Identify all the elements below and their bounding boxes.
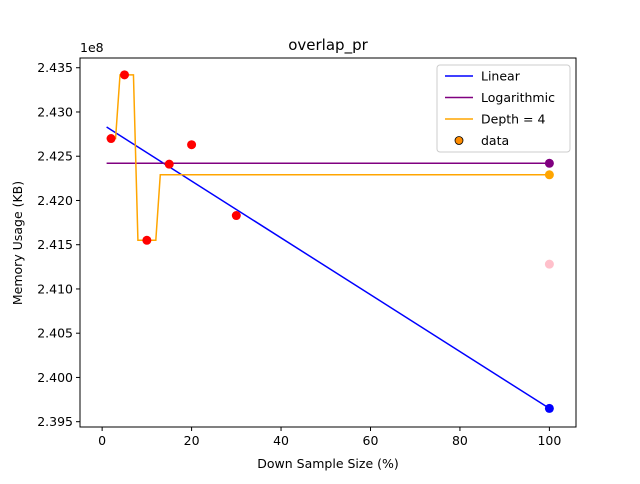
axes-frame [79,57,577,428]
legend-label: Depth = 4 [481,112,545,127]
data-point [164,159,174,169]
x-tick-label: 20 [184,433,200,448]
legend-swatch-marker [454,136,464,145]
data-point [231,211,241,221]
legend: Linear Logarithmic Depth = 4 data [436,64,571,153]
chart-title: overlap_pr [288,36,368,55]
axis-ticks: 0 20 40 60 80 100 2.395 2.400 2.405 2.410 2.415 2.4… [37,60,561,448]
y-tick-label: 2.425 [37,149,73,164]
endpoint-marker [544,158,554,168]
y-tick-label: 2.410 [37,281,73,296]
x-tick-label: 80 [452,433,468,448]
series-line-depth-4 [106,74,550,242]
data-point [187,140,197,150]
data-point [120,70,130,80]
data-point [142,235,152,245]
y-tick-label: 2.405 [37,326,73,341]
y-tick-label: 2.430 [37,104,73,119]
y-tick-label: 2.420 [37,193,73,208]
endpoint-marker [544,403,554,413]
x-tick-label: 0 [98,433,106,448]
legend-label: data [481,133,509,148]
legend-label: Linear [481,69,521,84]
x-axis-title: Down Sample Size (%) [257,456,399,471]
data-point [106,134,116,144]
legend-label: Logarithmic [481,90,555,105]
y-axis-title: Memory Usage (KB) [10,181,25,305]
plot-area [79,57,577,428]
x-tick-label: 100 [537,433,561,448]
x-tick-label: 40 [273,433,289,448]
y-axis-offset-label: 1e8 [80,40,104,55]
legend-box [436,64,571,153]
x-tick-label: 60 [363,433,379,448]
y-tick-label: 2.400 [37,370,73,385]
endpoint-marker [544,259,554,269]
endpoint-marker [544,170,554,180]
y-tick-label: 2.435 [37,60,73,75]
y-tick-label: 2.395 [37,414,73,429]
series-line-linear [106,126,550,410]
y-tick-label: 2.415 [37,237,73,252]
